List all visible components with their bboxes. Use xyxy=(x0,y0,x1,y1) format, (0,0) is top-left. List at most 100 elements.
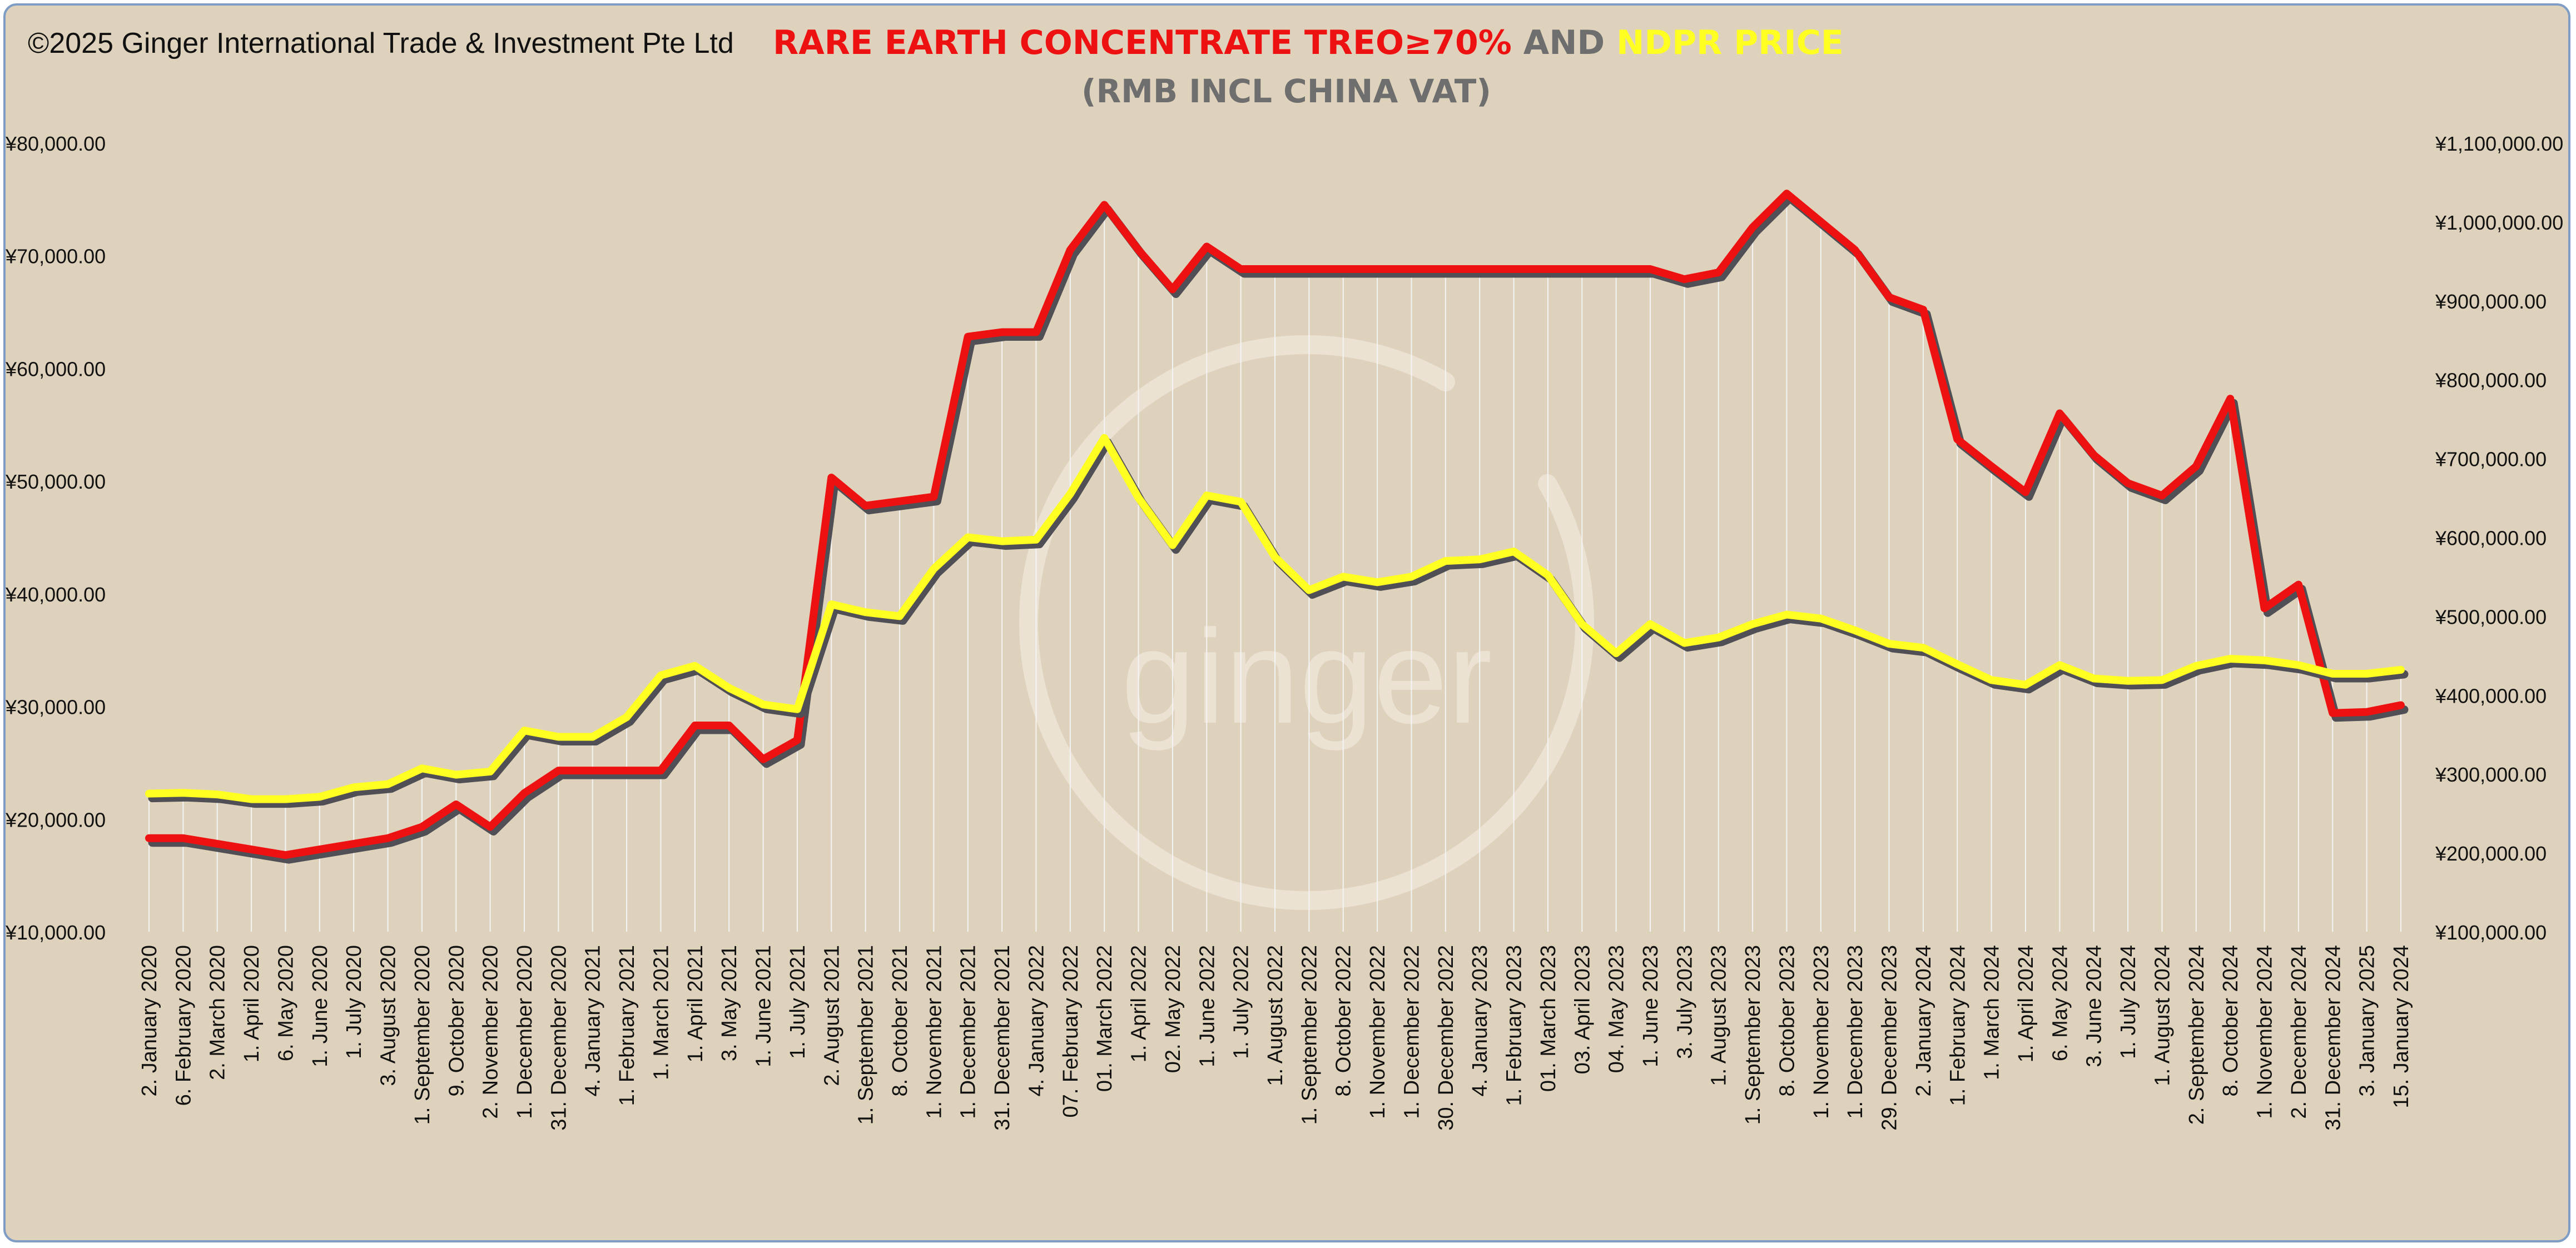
x-tick-label: 04. May 2023 xyxy=(1605,945,1629,1073)
x-tick-label: 2. January 2020 xyxy=(138,945,161,1097)
chart-frame: ©2025 Ginger International Trade & Inves… xyxy=(3,3,2570,1242)
y-right-tick-label: ¥100,000.00 xyxy=(2435,921,2547,944)
x-tick-label: 07. February 2022 xyxy=(1059,945,1083,1118)
x-tick-label: 1. November 2024 xyxy=(2254,945,2277,1119)
x-tick-label: 4. January 2021 xyxy=(582,945,605,1097)
x-tick-label: 4. January 2022 xyxy=(1025,945,1048,1097)
ndpr-series-line xyxy=(145,434,2405,803)
x-tick-label: 1. April 2021 xyxy=(684,945,707,1062)
watermark-ring xyxy=(1019,335,1594,910)
x-tick-label: 6. May 2024 xyxy=(2048,945,2072,1061)
y-axis-right: ¥100,000.00 ¥200,000.00 ¥300,000.00 ¥400,00… xyxy=(2435,132,2563,944)
x-tick-label: 3. July 2023 xyxy=(1673,945,1696,1059)
treo-series-line xyxy=(145,190,2405,859)
watermark-text: ginger xyxy=(1121,602,1492,751)
x-tick-label: 1. December 2022 xyxy=(1400,945,1423,1119)
y-right-tick-label: ¥200,000.00 xyxy=(2435,842,2547,865)
x-tick-label: 1. July 2024 xyxy=(2117,945,2140,1059)
x-tick-label: 6. May 2020 xyxy=(274,945,297,1061)
x-tick-label: 1. February 2024 xyxy=(1946,945,1969,1106)
x-tick-label: 1. July 2022 xyxy=(1230,945,1253,1059)
x-tick-label: 1. June 2023 xyxy=(1639,945,1662,1067)
x-tick-label: 8. October 2023 xyxy=(1775,945,1799,1097)
droplines xyxy=(148,193,2401,932)
y-left-tick-label: ¥20,000.00 xyxy=(5,808,106,831)
x-tick-label: 3. May 2021 xyxy=(718,945,741,1061)
title-and-part: AND xyxy=(1511,23,1617,62)
title-ndpr-part: NDPR PRICE xyxy=(1616,23,1844,62)
y-right-tick-label: ¥400,000.00 xyxy=(2435,684,2547,707)
x-tick-label: 15. January 2024 xyxy=(2390,945,2413,1108)
x-tick-label: 1. December 2021 xyxy=(957,945,980,1119)
x-tick-label: 31. December 2020 xyxy=(547,945,570,1131)
title-treo-part: RARE EARTH CONCENTRATE TREO≥70% xyxy=(773,23,1512,62)
x-tick-label: 8. October 2024 xyxy=(2219,945,2242,1097)
x-tick-label: 1. April 2022 xyxy=(1128,945,1151,1062)
x-tick-label: 1. August 2022 xyxy=(1264,945,1287,1086)
y-right-tick-label: ¥800,000.00 xyxy=(2435,369,2547,392)
x-tick-label: 1. September 2022 xyxy=(1298,945,1321,1125)
x-tick-label: 9. October 2020 xyxy=(445,945,468,1097)
x-tick-label: 8. October 2021 xyxy=(889,945,912,1097)
x-tick-label: 3. August 2020 xyxy=(377,945,400,1086)
x-tick-label: 3. June 2024 xyxy=(2083,945,2106,1067)
x-tick-label: 1. September 2023 xyxy=(1741,945,1765,1125)
y-left-tick-label: ¥50,000.00 xyxy=(5,470,106,493)
x-tick-label: 6. February 2020 xyxy=(172,945,195,1106)
y-right-tick-label: ¥900,000.00 xyxy=(2435,290,2547,313)
y-right-tick-label: ¥500,000.00 xyxy=(2435,605,2547,628)
y-left-tick-label: ¥60,000.00 xyxy=(5,357,106,380)
y-left-tick-label: ¥40,000.00 xyxy=(5,583,106,606)
x-tick-label: 2. January 2024 xyxy=(1912,945,1935,1097)
series-lines xyxy=(145,190,2409,864)
x-tick-label: 01. March 2022 xyxy=(1093,945,1116,1092)
x-tick-label: 31. December 2021 xyxy=(991,945,1014,1131)
y-right-tick-label: ¥700,000.00 xyxy=(2435,448,2547,471)
x-tick-label: 30. December 2022 xyxy=(1435,945,1458,1131)
x-tick-label: 1. April 2024 xyxy=(2014,945,2038,1062)
x-tick-label: 1. June 2020 xyxy=(309,945,332,1067)
x-tick-label: 2. March 2020 xyxy=(206,945,230,1080)
x-tick-label: 1. July 2020 xyxy=(343,945,366,1059)
treo-series-shadow xyxy=(148,193,2409,864)
y-right-tick-label: ¥600,000.00 xyxy=(2435,527,2547,550)
x-tick-label: 01. March 2023 xyxy=(1537,945,1560,1092)
x-tick-label: 1. March 2024 xyxy=(1981,945,2004,1080)
y-axis-left: ¥10,000.00 ¥20,000.00 ¥30,000.00 ¥40,000.00… xyxy=(5,132,106,944)
x-tick-label: 1. December 2020 xyxy=(513,945,537,1119)
x-tick-label: 1. November 2022 xyxy=(1366,945,1389,1119)
x-tick-label: 1. February 2023 xyxy=(1503,945,1526,1106)
x-tick-label: 1. November 2021 xyxy=(922,945,946,1119)
x-tick-label: 1. July 2021 xyxy=(786,945,810,1059)
x-tick-label: 2. September 2024 xyxy=(2185,945,2208,1125)
x-tick-label: 1. March 2021 xyxy=(649,945,673,1080)
chart-subtitle: (RMB INCL CHINA VAT) xyxy=(1081,72,1491,110)
x-tick-label: 1. June 2021 xyxy=(752,945,776,1067)
x-tick-label: 1. February 2021 xyxy=(616,945,639,1106)
y-right-tick-label: ¥300,000.00 xyxy=(2435,763,2547,786)
x-axis: 2. January 2020 6. February 2020 2. March … xyxy=(138,945,2413,1131)
x-tick-label: 1. September 2020 xyxy=(411,945,434,1125)
y-right-tick-label: ¥1,000,000.00 xyxy=(2435,211,2563,234)
y-left-tick-label: ¥10,000.00 xyxy=(5,921,106,944)
x-tick-label: 1. November 2023 xyxy=(1810,945,1833,1119)
x-tick-label: 29. December 2023 xyxy=(1878,945,1902,1131)
y-right-tick-label: ¥1,100,000.00 xyxy=(2435,132,2563,155)
x-tick-label: 02. May 2022 xyxy=(1162,945,1185,1073)
chart-title: RARE EARTH CONCENTRATE TREO≥70% AND NDPR… xyxy=(773,23,1844,62)
copyright-notice: ©2025 Ginger International Trade & Inves… xyxy=(28,27,734,59)
x-tick-label: 2. November 2020 xyxy=(479,945,503,1119)
x-tick-label: 1. June 2022 xyxy=(1195,945,1219,1067)
x-tick-label: 2. December 2024 xyxy=(2287,945,2311,1119)
x-tick-label: 1. April 2020 xyxy=(240,945,264,1062)
y-left-tick-label: ¥30,000.00 xyxy=(5,696,106,719)
x-tick-label: 1. August 2023 xyxy=(1708,945,1731,1086)
x-tick-label: 1. December 2023 xyxy=(1844,945,1867,1119)
y-left-tick-label: ¥70,000.00 xyxy=(5,245,106,268)
x-tick-label: 4. January 2023 xyxy=(1468,945,1492,1097)
x-tick-label: 8. October 2022 xyxy=(1332,945,1356,1097)
x-tick-label: 1. September 2021 xyxy=(855,945,878,1125)
x-tick-label: 31. December 2024 xyxy=(2321,945,2345,1131)
y-left-tick-label: ¥80,000.00 xyxy=(5,132,106,155)
